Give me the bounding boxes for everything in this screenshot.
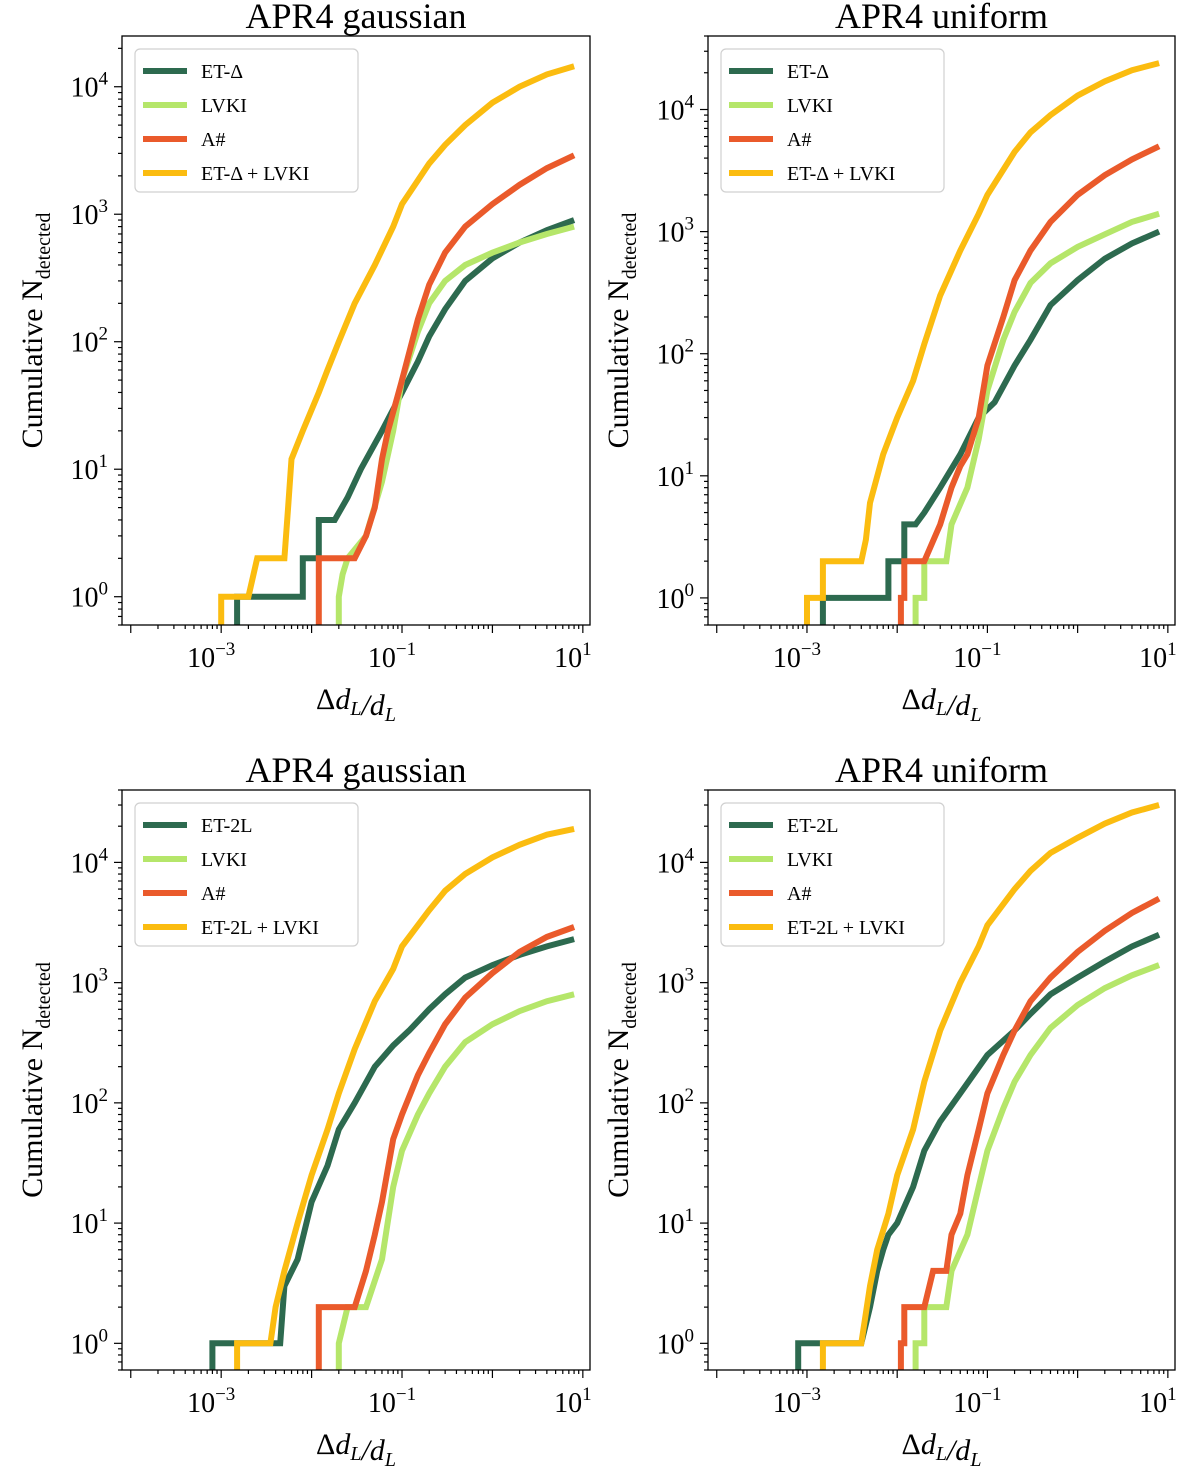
series-line-combined	[218, 63, 575, 625]
legend-box	[134, 48, 359, 193]
series-group	[209, 825, 576, 1370]
legend-label: A#	[201, 883, 225, 905]
y-tick-label: 103	[657, 214, 695, 249]
legend-label: ET-Δ + LVKI	[787, 163, 895, 185]
legend-label: ET-Δ	[201, 61, 243, 83]
legend-label: ET-Δ	[787, 61, 829, 83]
y-tick-label: 104	[657, 844, 695, 879]
y-tick-label: 100	[657, 580, 695, 615]
series-group	[795, 802, 1161, 1370]
x-tick-label: 10−3	[187, 639, 235, 674]
legend-label: A#	[787, 883, 811, 905]
legend: ET-Δ LVKI A# ET-Δ + LVKI	[134, 48, 359, 193]
panel-title: APR4 uniform	[835, 750, 1048, 790]
x-tick-label: 10−3	[773, 1384, 821, 1419]
legend-label: A#	[787, 129, 811, 151]
legend-box	[720, 48, 945, 193]
axes-frame	[707, 35, 1176, 626]
x-axis-label: ΔdL/dL	[316, 1428, 396, 1471]
series-line-asharp	[897, 143, 1161, 625]
series-group	[804, 60, 1161, 625]
x-axis-label: ΔdL/dL	[316, 683, 396, 726]
y-axis-label: Cumulative Ndetected	[16, 213, 55, 449]
y-tick-label: 103	[657, 965, 695, 1000]
series-group	[218, 63, 576, 625]
y-tick-label: 100	[71, 1325, 109, 1360]
legend-label: ET-2L	[201, 815, 252, 837]
y-tick-label: 102	[71, 324, 109, 359]
series-line-asharp	[897, 895, 1161, 1370]
legend-box	[134, 802, 359, 947]
series-line-et	[234, 217, 576, 625]
x-axis-label: ΔdL/dL	[902, 1428, 982, 1471]
axes-frame	[121, 789, 591, 1371]
y-tick-label: 102	[657, 1085, 695, 1120]
legend-label: LVKI	[201, 849, 247, 871]
series-line-combined	[234, 825, 575, 1370]
series-line-combined	[819, 802, 1160, 1370]
series-line-asharp	[315, 924, 576, 1370]
y-tick-label: 104	[71, 844, 109, 879]
legend-label: ET-2L + LVKI	[787, 917, 905, 939]
y-tick-label: 100	[71, 579, 109, 614]
panel-title: APR4 gaussian	[245, 0, 466, 36]
legend: ET-2L LVKI A# ET-2L + LVKI	[134, 802, 359, 947]
y-tick-label: 101	[657, 458, 695, 493]
panel-top-left: APR4 gaussian 10−3 10−1 101 100 101 102 103 104…	[16, 0, 592, 726]
x-tick-label: 10−1	[368, 1384, 416, 1419]
x-tick-label: 10−1	[368, 639, 416, 674]
y-tick-label: 103	[71, 965, 109, 1000]
x-tick-label: 10−3	[773, 639, 821, 674]
series-line-lvki	[335, 991, 575, 1370]
axes-frame	[707, 789, 1176, 1371]
legend-label: ET-2L	[787, 815, 838, 837]
legend-label: ET-2L + LVKI	[201, 917, 319, 939]
panel-bottom-left: APR4 gaussian 10−3 10−1 101 100 101 102 103 104…	[16, 750, 592, 1471]
y-tick-label: 101	[71, 451, 109, 486]
x-tick-label: 101	[1139, 639, 1177, 674]
panel-bottom-right: APR4 uniform 10−3 10−1 101 100 101 102 103 104 Δ…	[602, 750, 1177, 1471]
y-tick-label: 101	[657, 1205, 695, 1240]
y-axis-label: Cumulative Ndetected	[602, 213, 641, 449]
y-tick-label: 102	[71, 1085, 109, 1120]
y-axis-label: Cumulative Ndetected	[602, 962, 641, 1198]
legend-label: LVKI	[787, 95, 833, 117]
x-tick-label: 101	[554, 639, 592, 674]
x-tick-label: 101	[554, 1384, 592, 1419]
series-line-et	[819, 228, 1161, 625]
legend-label: ET-Δ + LVKI	[201, 163, 309, 185]
x-axis-label: ΔdL/dL	[902, 683, 982, 726]
y-tick-label: 102	[657, 336, 695, 371]
legend-box	[720, 802, 945, 947]
axes-frame	[121, 35, 591, 626]
x-tick-label: 10−3	[187, 1384, 235, 1419]
series-line-et	[209, 936, 575, 1370]
x-tick-label: 101	[1139, 1384, 1177, 1419]
legend-label: A#	[201, 129, 225, 151]
y-tick-label: 100	[657, 1325, 695, 1360]
panel-title: APR4 gaussian	[245, 750, 466, 790]
series-line-lvki	[335, 223, 575, 625]
y-tick-label: 104	[71, 69, 109, 104]
series-line-asharp	[315, 152, 576, 625]
legend: ET-Δ LVKI A# ET-Δ + LVKI	[720, 48, 945, 193]
y-axis-label: Cumulative Ndetected	[16, 962, 55, 1198]
x-tick-label: 10−1	[953, 1384, 1001, 1419]
panel-title: APR4 uniform	[835, 0, 1048, 36]
y-tick-label: 101	[71, 1205, 109, 1240]
y-tick-label: 104	[657, 92, 695, 127]
series-line-combined	[804, 60, 1160, 625]
legend-label: LVKI	[201, 95, 247, 117]
panel-top-right: APR4 uniform 10−3 10−1 101 100 101 102 103 104 Δ…	[602, 0, 1177, 726]
series-line-et	[795, 932, 1161, 1370]
series-line-lvki	[912, 210, 1160, 625]
series-line-lvki	[912, 962, 1161, 1370]
y-tick-label: 103	[71, 196, 109, 231]
legend-label: LVKI	[787, 849, 833, 871]
x-tick-label: 10−1	[953, 639, 1001, 674]
legend: ET-2L LVKI A# ET-2L + LVKI	[720, 802, 945, 947]
